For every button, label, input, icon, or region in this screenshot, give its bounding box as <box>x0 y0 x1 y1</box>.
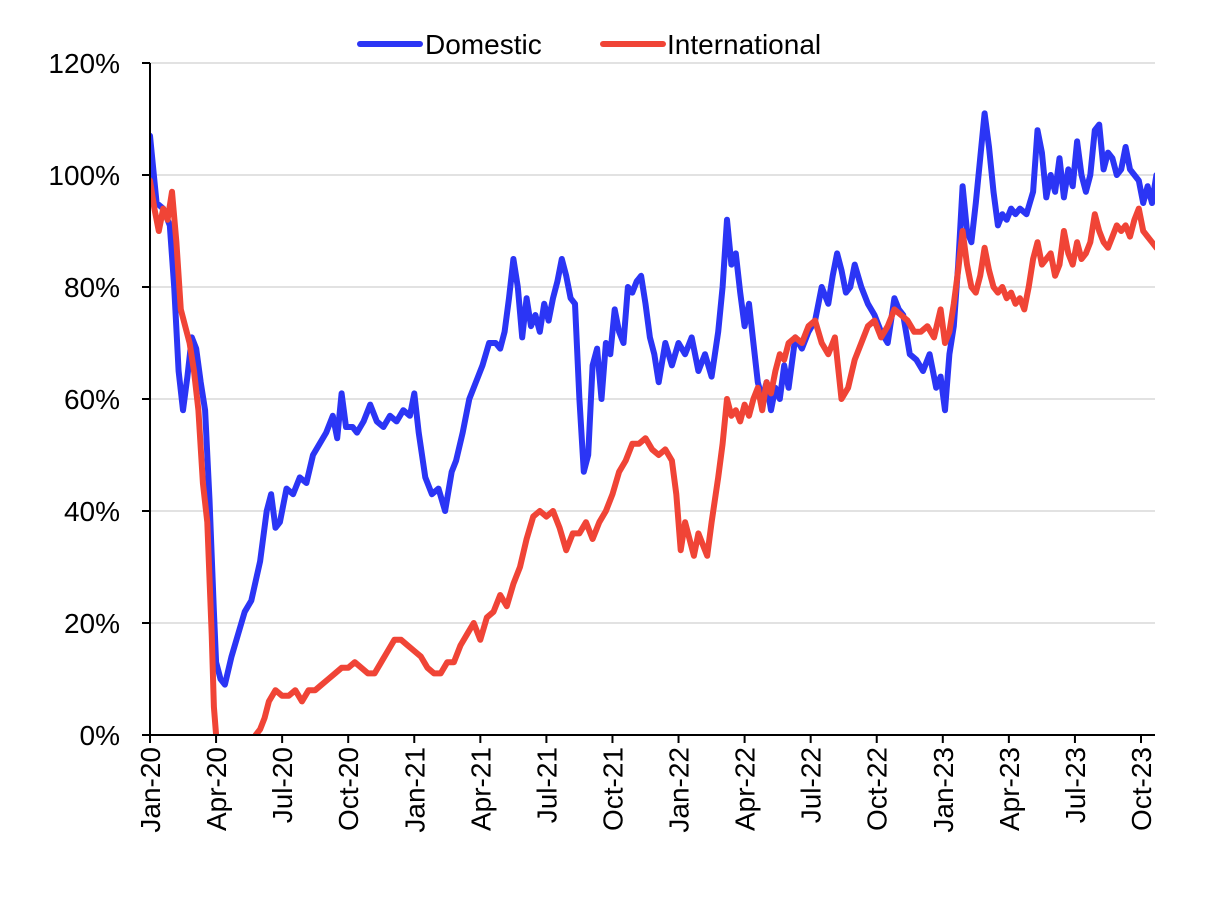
gridlines <box>150 62 1155 624</box>
y-axis-ticks: 0% 20% 40% 60% 80% 100% 120% <box>48 48 150 751</box>
legend-label-domestic: Domestic <box>425 29 542 60</box>
series-line-domestic <box>150 110 1155 688</box>
x-tick-label: Jul-20 <box>267 747 298 823</box>
y-tick-label: 40% <box>64 496 120 527</box>
x-axis-ticks: Jan-20 Apr-20 Jul-20 Oct-20 Jan-21 Apr-21 Jul-… <box>135 735 1157 833</box>
x-tick-label: Jan-20 <box>135 747 166 833</box>
series-line-international <box>150 177 1155 735</box>
x-tick-label: Oct-23 <box>1126 747 1157 831</box>
legend: Domestic International <box>357 29 821 60</box>
y-tick-label: 20% <box>64 608 120 639</box>
x-tick-label: Jul-21 <box>531 747 562 823</box>
x-tick-label: Jul-22 <box>796 747 827 823</box>
series-lines <box>150 110 1155 735</box>
x-tick-label: Jan-23 <box>928 747 959 833</box>
y-tick-label: 0% <box>80 720 120 751</box>
y-tick-label: 120% <box>48 48 120 79</box>
x-tick-label: Oct-20 <box>333 747 364 831</box>
x-tick-label: Jan-21 <box>399 747 430 833</box>
x-tick-label: Apr-21 <box>465 747 496 831</box>
x-tick-label: Apr-23 <box>994 747 1025 831</box>
y-tick-label: 60% <box>64 384 120 415</box>
y-tick-label: 80% <box>64 272 120 303</box>
legend-label-international: International <box>667 29 821 60</box>
legend-item-international: International <box>600 29 821 60</box>
x-tick-label: Oct-22 <box>862 747 893 831</box>
x-tick-label: Jan-22 <box>664 747 695 833</box>
x-tick-label: Jul-23 <box>1060 747 1091 823</box>
y-tick-label: 100% <box>48 160 120 191</box>
x-tick-label: Oct-21 <box>597 747 628 831</box>
x-tick-label: Apr-20 <box>201 747 232 831</box>
legend-item-domestic: Domestic <box>357 29 542 60</box>
x-tick-label: Apr-22 <box>730 747 761 831</box>
